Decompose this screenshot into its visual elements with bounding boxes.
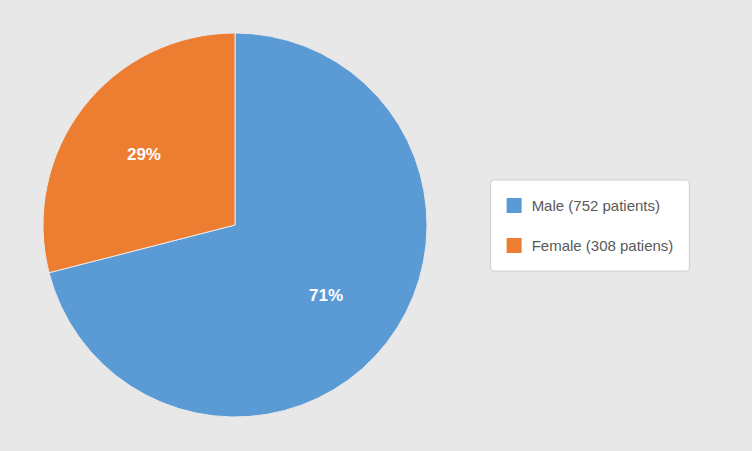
- legend-label: Male (752 patients): [532, 197, 660, 214]
- legend: Male (752 patients) Female (308 patiens): [491, 180, 690, 271]
- data-label: 71%: [309, 286, 343, 305]
- pie: [43, 33, 427, 417]
- legend-label: Female (308 patiens): [532, 237, 674, 254]
- data-label: 29%: [127, 145, 161, 164]
- pie-slice: [43, 33, 235, 273]
- legend-swatch: [507, 198, 522, 213]
- legend-swatch: [507, 238, 522, 253]
- legend-box: [491, 180, 690, 271]
- data-labels: 71% 29%: [127, 145, 343, 305]
- chart-container: 71% 29% Male (752 patients) Female (308 pat…: [0, 0, 752, 451]
- chart-svg: 71% 29% Male (752 patients) Female (308 pat…: [0, 0, 752, 451]
